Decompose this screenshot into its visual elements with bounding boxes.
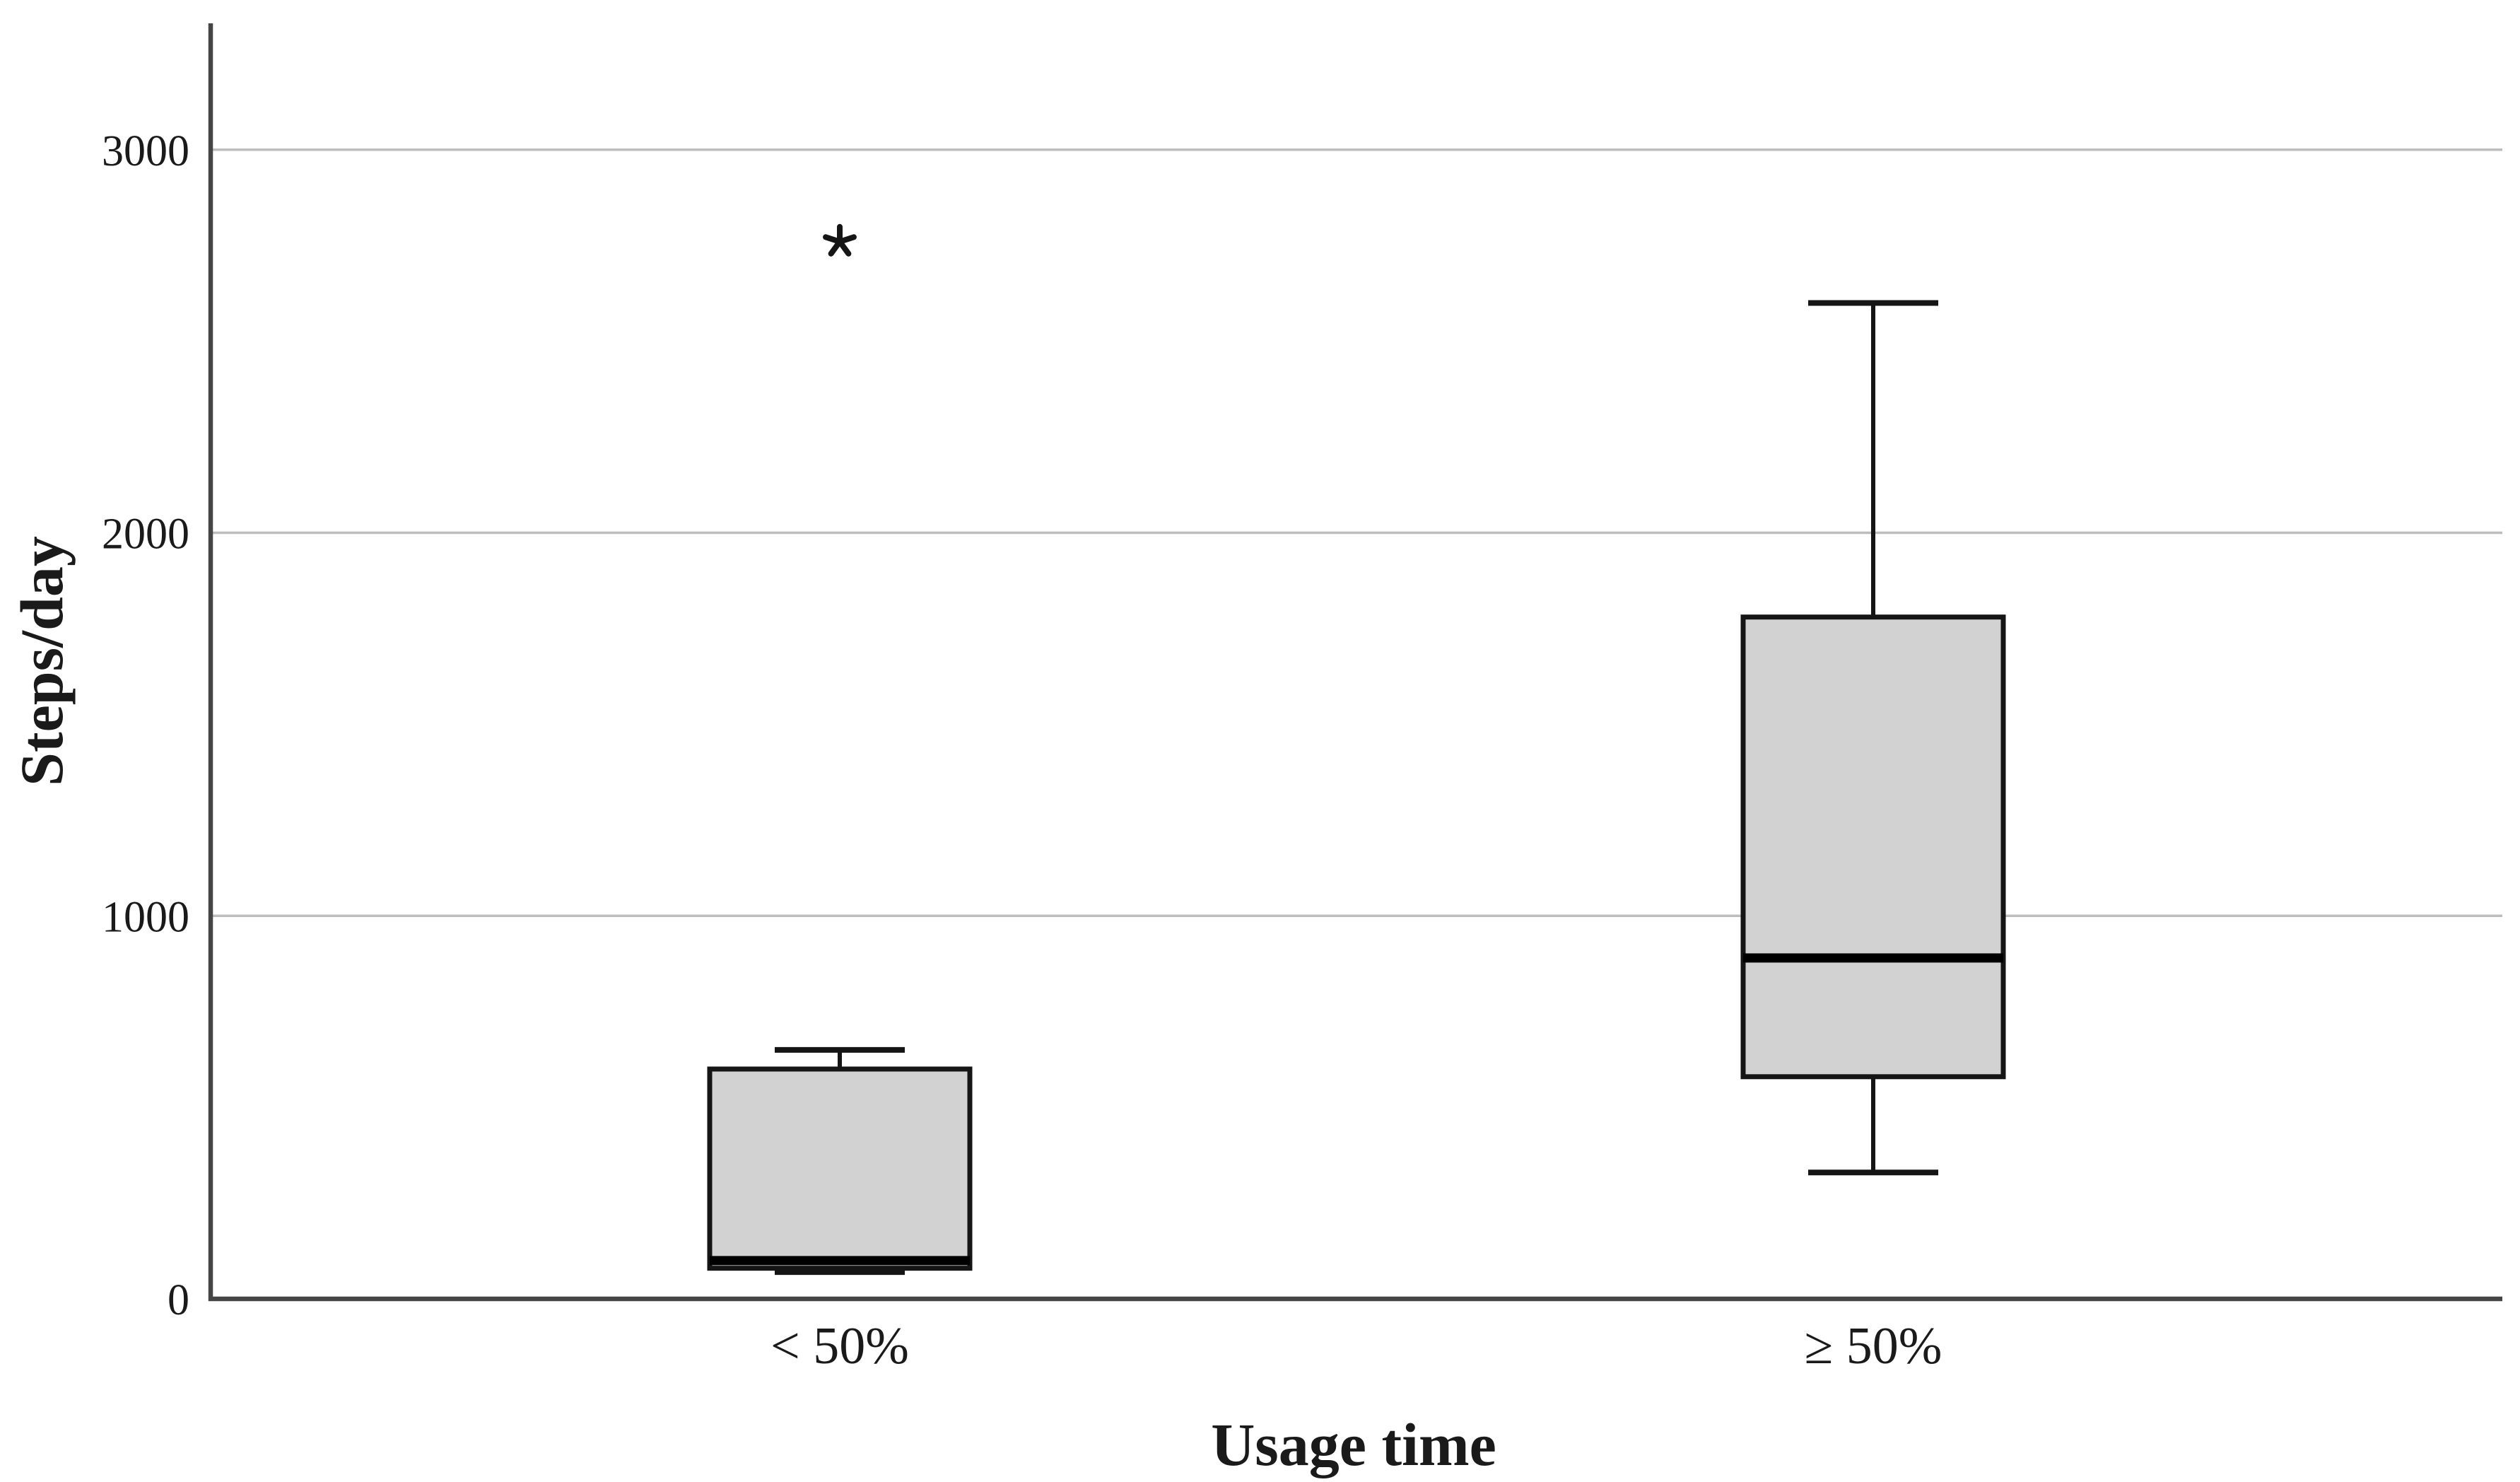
y-tick-label-1000: 1000 — [102, 893, 189, 941]
star-spoke — [837, 234, 857, 245]
y-tick-label-2000: 2000 — [102, 510, 189, 559]
y-axis-title: Steps/day — [8, 536, 76, 786]
gridlines-layer — [211, 148, 2502, 918]
x-tick-label-lt50: < 50% — [770, 1317, 909, 1375]
boxplot-group-1 — [1740, 300, 2006, 1176]
boxes-layer — [707, 223, 2006, 1276]
axes-layer — [208, 23, 2502, 1302]
iqr-box — [707, 1066, 973, 1271]
x-tick-label-gte50: ≥ 50% — [1805, 1317, 1942, 1375]
outlier-star — [823, 223, 857, 257]
y-tick-label-0: 0 — [168, 1276, 189, 1324]
x-axis-title: Usage time — [1211, 1411, 1496, 1478]
y-tick-label-3000: 3000 — [102, 127, 189, 175]
iqr-box — [1740, 614, 2006, 1080]
y-tick-labels-layer: 0 1000 2000 3000 — [102, 127, 189, 1324]
boxplot-group-0 — [707, 223, 973, 1276]
